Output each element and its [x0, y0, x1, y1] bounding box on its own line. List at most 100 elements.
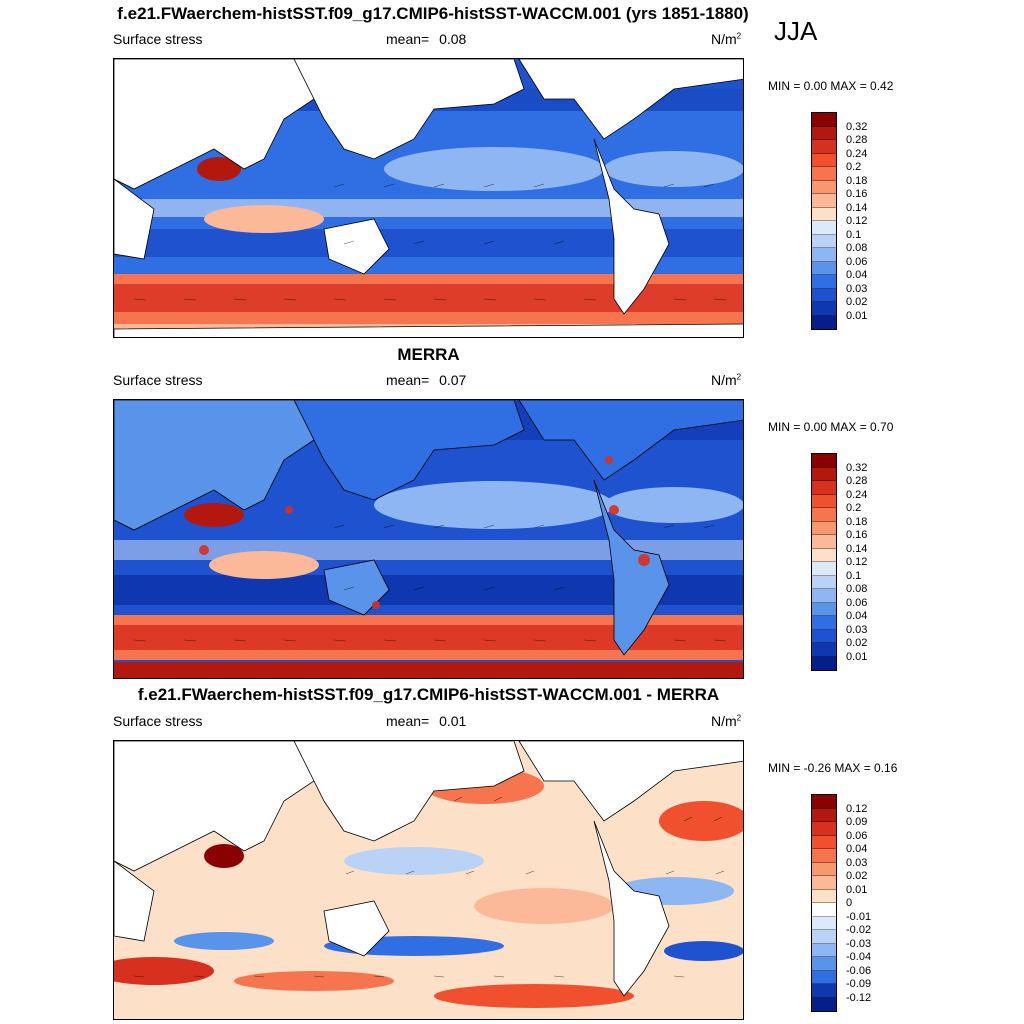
colorbar-swatch: [812, 984, 836, 998]
colorbar-tick-label: 0.02: [846, 870, 868, 882]
colorbar-swatch: [812, 288, 836, 302]
colorbar-swatch: [812, 140, 836, 154]
colorbar-swatch: [812, 916, 836, 930]
colorbar-tick-label: -0.01: [846, 910, 872, 923]
panel-2-map: [113, 399, 744, 679]
colorbar-tick-label: 0.04: [846, 843, 868, 855]
colorbar-swatch: [812, 207, 836, 221]
colorbar-swatch: [812, 616, 836, 630]
colorbar-swatch: [812, 957, 836, 971]
colorbar-swatch: [812, 167, 836, 181]
colorbar-tick-label: -0.09: [846, 978, 872, 990]
colorbar-swatch: [812, 261, 836, 275]
colorbar-swatch: [812, 315, 836, 329]
colorbar-swatch: [812, 153, 836, 167]
panel-3-colorbar: [811, 794, 837, 1012]
colorbar-tick-label: 0.01: [846, 309, 868, 322]
colorbar-tick-label: 0.24: [846, 147, 868, 160]
colorbar-swatch: [812, 602, 836, 616]
panel-2-variable-label: Surface stress: [113, 372, 203, 388]
colorbar-tick-label: 0.03: [846, 856, 868, 869]
panel-2-colorbar: [811, 453, 837, 671]
colorbar-tick-label: 0.18: [846, 515, 868, 528]
colorbar-swatch: [812, 248, 836, 262]
colorbar-tick-label: 0.18: [846, 174, 868, 187]
colorbar-swatch: [812, 903, 836, 917]
panel-3-mean-label: mean=: [386, 713, 430, 729]
season-label: JJA: [774, 16, 818, 46]
colorbar-tick-label: 0.24: [846, 488, 868, 501]
panel-1-minmax: MIN = 0.00 MAX = 0.42: [768, 79, 894, 93]
panel-1-map: [113, 58, 744, 338]
colorbar-swatch: [812, 629, 836, 643]
colorbar-swatch: [812, 643, 836, 657]
colorbar-tick-label: 0: [846, 897, 853, 909]
colorbar-swatch: [812, 126, 836, 140]
colorbar-swatch: [812, 180, 836, 194]
panel-1-mean: mean= 0.08: [386, 31, 466, 47]
colorbar-swatch: [812, 454, 836, 468]
colorbar-tick-label: 0.12: [846, 556, 868, 568]
panel-2-title: MERRA: [397, 345, 460, 364]
colorbar-tick-label: 0.03: [846, 623, 868, 636]
colorbar-tick-label: 0.08: [846, 242, 868, 254]
colorbar-tick-label: 0.06: [846, 596, 868, 609]
colorbar-swatch: [812, 275, 836, 289]
colorbar-swatch: [812, 822, 836, 836]
colorbar-tick-label: 0.09: [846, 816, 868, 828]
colorbar-tick-label: 0.04: [846, 269, 868, 281]
colorbar-swatch: [812, 862, 836, 876]
panel-3-units: N/m2: [711, 713, 742, 729]
colorbar-swatch: [812, 302, 836, 316]
colorbar-tick-label: 0.08: [846, 583, 868, 595]
colorbar-swatch: [812, 562, 836, 576]
colorbar-tick-label: 0.16: [846, 188, 868, 200]
colorbar-tick-label: -0.02: [846, 924, 872, 936]
colorbar-tick-label: 0.32: [846, 461, 868, 474]
colorbar-swatch: [812, 997, 836, 1011]
colorbar-tick-label: 0.04: [846, 610, 868, 622]
colorbar-tick-label: 0.28: [846, 134, 868, 146]
panel-1-mean-label: mean=: [386, 31, 430, 47]
colorbar-swatch: [812, 481, 836, 495]
panel-1-colorbar: [811, 112, 837, 330]
colorbar-tick-label: -0.06: [846, 964, 872, 977]
colorbar-tick-label: 0.06: [846, 255, 868, 268]
colorbar-swatch: [812, 656, 836, 670]
panel-1-variable-label: Surface stress: [113, 31, 203, 47]
colorbar-tick-label: 0.16: [846, 529, 868, 541]
panel-2-mean-value: 0.07: [439, 372, 467, 388]
colorbar-tick-label: 0.28: [846, 475, 868, 487]
panel-2-minmax: MIN = 0.00 MAX = 0.70: [768, 420, 894, 434]
colorbar-swatch: [812, 548, 836, 562]
panel-2-mean-label: mean=: [386, 372, 430, 388]
colorbar-tick-label: -0.04: [846, 951, 872, 963]
colorbar-tick-label: 0.2: [846, 502, 862, 514]
colorbar-tick-label: 0.02: [846, 296, 868, 308]
panel-3-title: f.e21.FWaerchem-histSST.f09_g17.CMIP6-hi…: [137, 685, 720, 704]
colorbar-swatch: [812, 808, 836, 822]
colorbar-tick-label: 0.1: [846, 569, 862, 582]
colorbar-swatch: [812, 589, 836, 603]
colorbar-swatch: [812, 221, 836, 235]
colorbar-swatch: [812, 575, 836, 589]
colorbar-tick-label: 0.14: [846, 542, 868, 555]
colorbar-swatch: [812, 795, 836, 809]
colorbar-tick-label: 0.12: [846, 802, 868, 815]
panel-3-map: [113, 740, 744, 1020]
colorbar-tick-label: 0.1: [846, 228, 862, 241]
colorbar-swatch: [812, 113, 836, 127]
colorbar-swatch: [812, 508, 836, 522]
colorbar-swatch: [812, 849, 836, 863]
panel-3-minmax: MIN = -0.26 MAX = 0.16: [768, 761, 898, 775]
colorbar-tick-label: 0.01: [846, 883, 868, 896]
colorbar-swatch: [812, 494, 836, 508]
colorbar-tick-label: 0.2: [846, 161, 862, 173]
colorbar-tick-label: 0.32: [846, 120, 868, 133]
colorbar-swatch: [812, 234, 836, 248]
panel-2-mean: mean= 0.07: [386, 372, 466, 388]
panel-1-mean-value: 0.08: [439, 31, 467, 47]
colorbar-tick-label: 0.01: [846, 650, 868, 663]
colorbar-swatch: [812, 970, 836, 984]
colorbar-swatch: [812, 943, 836, 957]
